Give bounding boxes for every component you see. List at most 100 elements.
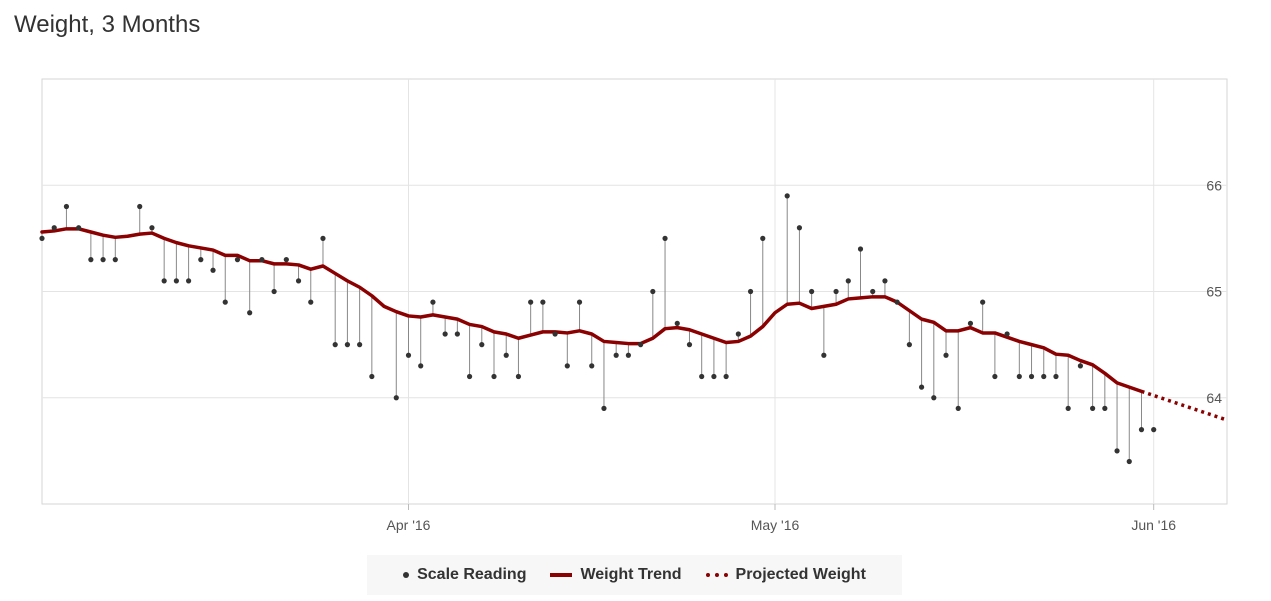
scale-reading-point: [515, 373, 522, 380]
y-tick-label: 66: [1206, 177, 1222, 193]
scale-reading-point: [1053, 373, 1059, 380]
legend-label-weight-trend: Weight Trend: [580, 566, 682, 583]
scale-reading-point: [662, 235, 668, 241]
legend-item-scale-reading[interactable]: Scale Reading: [403, 566, 526, 584]
scale-reading-point: [528, 299, 534, 305]
scale-reading-point: [39, 235, 45, 241]
scale-reading-point: [1028, 373, 1035, 380]
scale-reading-point: [222, 299, 228, 305]
scale-reading-point: [357, 342, 363, 348]
scale-reading-point: [137, 203, 143, 210]
chart-title: Weight, 3 Months: [14, 11, 201, 38]
scale-reading-point: [393, 395, 399, 401]
scale-reading-point: [967, 320, 974, 326]
scale-reading-point: [283, 257, 289, 263]
scale-reading-point: [1065, 405, 1071, 411]
scale-reading-point: [992, 373, 998, 380]
scale-reading-point: [63, 203, 70, 210]
x-tick-label: Apr '16: [387, 517, 431, 533]
scale-reading-point: [980, 299, 986, 305]
scale-reading-point: [576, 299, 583, 305]
scale-reading-point: [369, 373, 375, 380]
scale-reading-point: [1138, 427, 1145, 433]
scale-reading-point: [809, 288, 815, 295]
scale-reading-point: [418, 363, 424, 369]
scale-reading-point: [259, 257, 265, 263]
scale-reading-point: [674, 320, 680, 326]
scale-reading-point: [454, 331, 460, 337]
scale-reading-point: [784, 193, 790, 199]
scale-reading-point: [918, 384, 925, 390]
scale-reading-point: [711, 373, 717, 380]
y-tick-label: 65: [1206, 284, 1222, 300]
scale-reading-point: [857, 246, 864, 252]
legend-item-projected-weight[interactable]: Projected Weight: [705, 566, 866, 584]
scale-reading-point: [625, 352, 631, 358]
scale-reading-point: [747, 288, 754, 295]
legend-item-weight-trend[interactable]: Weight Trend: [550, 566, 682, 584]
scale-reading-point: [185, 278, 192, 284]
dot-marker-icon: [403, 572, 410, 578]
scale-reading-point: [1016, 373, 1022, 380]
x-tick-label: Jun '16: [1131, 517, 1176, 533]
scale-reading-point: [906, 342, 912, 348]
scale-reading-point: [149, 225, 155, 231]
dotted-line-icon: [705, 573, 728, 577]
scale-reading-point: [503, 352, 509, 358]
scale-reading-point: [638, 342, 644, 348]
scale-reading-point: [344, 342, 351, 348]
scale-reading-point: [564, 363, 570, 369]
projected-weight-line: [1140, 389, 1228, 422]
scale-reading-point: [699, 373, 705, 380]
scale-reading-point: [931, 395, 937, 401]
x-tick-label: May '16: [751, 517, 800, 533]
solid-line-icon: [550, 573, 573, 577]
scale-reading-point: [320, 235, 326, 241]
legend-label-scale-reading: Scale Reading: [417, 566, 527, 583]
scale-reading-point: [833, 288, 839, 295]
scale-reading-point: [1151, 427, 1157, 433]
scale-reading-point: [405, 352, 412, 358]
scale-reading-point: [1114, 448, 1120, 454]
scale-reading-point: [1102, 405, 1108, 411]
scale-reading-point: [271, 288, 277, 295]
scale-reading-point: [882, 278, 888, 284]
scale-reading-point: [308, 299, 314, 305]
scale-reading-point: [332, 342, 338, 348]
scale-reading-point: [552, 331, 558, 337]
scale-reading-point: [601, 405, 607, 411]
scale-reading-point: [430, 299, 436, 305]
scale-reading-point: [540, 299, 546, 305]
scale-reading-point: [88, 257, 94, 263]
scale-reading-point: [686, 342, 693, 348]
scale-reading-point: [161, 278, 167, 284]
scale-reading-point: [760, 235, 766, 241]
scale-reading-point: [955, 405, 961, 411]
scale-reading-point: [1126, 458, 1132, 465]
scale-reading-point: [870, 288, 876, 295]
chart-legend: Scale Reading Weight Trend Projected Wei…: [367, 555, 902, 595]
scale-reading-point: [1077, 363, 1084, 369]
scale-reading-point: [100, 257, 106, 263]
scale-reading-point: [112, 257, 118, 263]
scale-reading-point: [210, 267, 216, 273]
scale-reading-point: [821, 352, 827, 358]
scale-reading-point: [613, 352, 619, 358]
scale-reading-point: [589, 363, 595, 369]
scale-reading-point: [650, 288, 656, 295]
weight-trend-line: [40, 227, 1144, 394]
scale-reading-point: [845, 278, 851, 284]
scale-reading-point: [1004, 331, 1010, 337]
scale-reading-point: [943, 352, 949, 358]
scale-reading-point: [491, 373, 497, 380]
scale-reading-point: [466, 373, 473, 380]
y-tick-label: 64: [1206, 390, 1222, 406]
scale-reading-point: [479, 342, 485, 348]
scale-reading-point: [76, 225, 82, 231]
scale-reading-point: [295, 278, 302, 284]
scale-reading-point: [735, 331, 741, 337]
scale-reading-point: [234, 257, 241, 263]
scale-reading-point: [796, 225, 803, 231]
legend-label-projected-weight: Projected Weight: [735, 566, 866, 583]
